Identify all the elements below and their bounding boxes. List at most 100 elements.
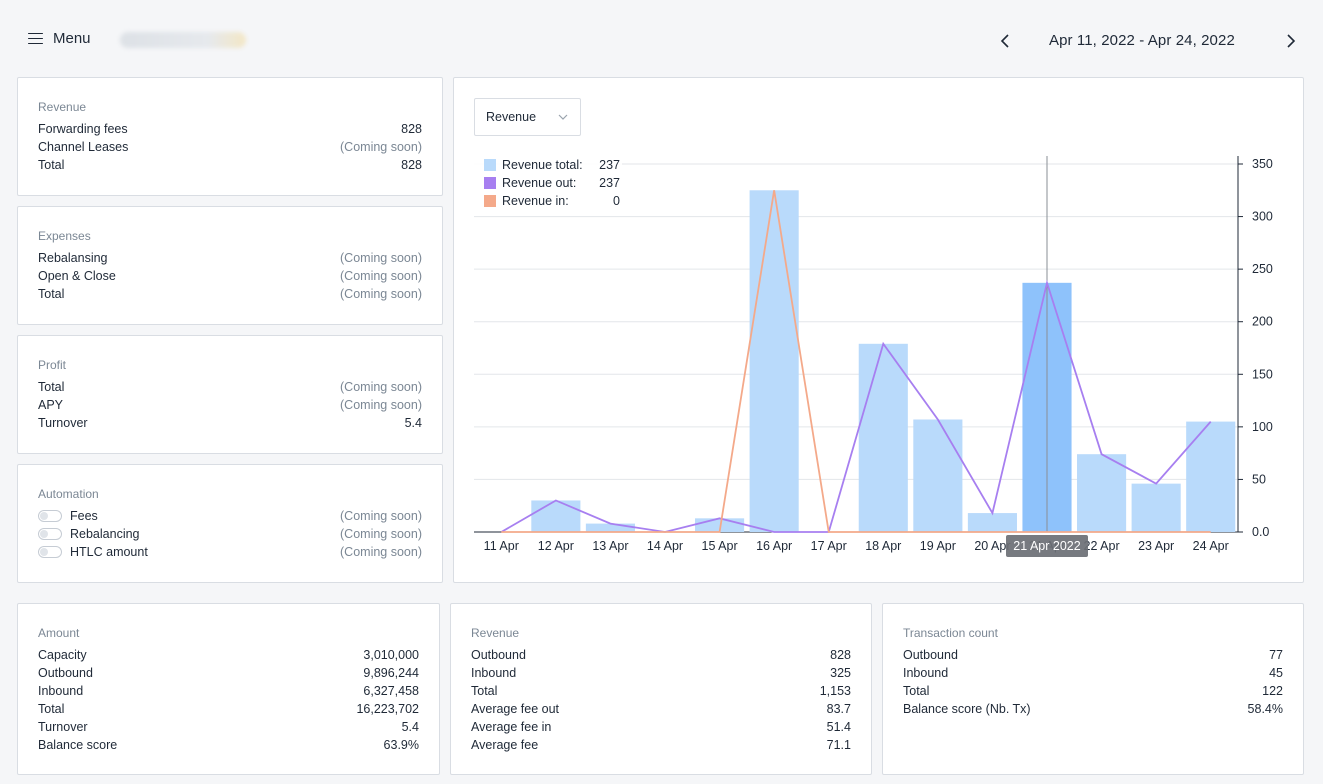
card-title: Automation [38,487,99,501]
row-balance-score: Balance score 63.9% [38,736,419,754]
row-label: Forwarding fees [38,122,128,136]
transaction-count-card: Transaction count Outbound 77 Inbound 45 T… [882,603,1304,775]
row-balance-score-tx: Balance score (Nb. Tx) 58.4% [903,700,1283,718]
row-fees: Fees (Coming soon) [38,507,422,525]
row-value: (Coming soon) [340,380,422,394]
row-label: Fees [70,509,98,523]
row-value: 9,896,244 [363,666,419,680]
row-total: Total (Coming soon) [38,378,422,396]
row-value: (Coming soon) [340,545,422,559]
row-value: 3,010,000 [363,648,419,662]
row-value: 16,223,702 [356,702,419,716]
card-title: Amount [38,626,80,640]
revenue-card: Revenue Forwarding fees 828 Channel Lease… [17,77,443,196]
row-total: Total (Coming soon) [38,285,422,303]
row-average-fee-in: Average fee in 51.4 [471,718,851,736]
row-label: Total [38,380,65,394]
date-navigator: Apr 11, 2022 - Apr 24, 2022 [993,26,1323,56]
row-value: 5.4 [404,416,422,430]
x-tick-label: 20 Apr [974,539,1010,553]
y-tick-label: 300 [1252,210,1273,224]
series-line [500,279,1212,533]
row-label: Balance score [38,738,118,752]
y-tick-label: 350 [1252,157,1273,171]
chevron-left-icon[interactable] [997,32,1015,50]
bar [531,500,581,532]
profit-card: Profit Total (Coming soon) APY (Coming soo… [17,335,443,454]
x-tick-label: 17 Apr [811,539,847,553]
row-value: 5.4 [401,720,419,734]
row-label: Balance score (Nb. Tx) [903,702,1031,716]
row-label: Turnover [38,720,88,734]
row-capacity: Capacity 3,010,000 [38,646,419,664]
hamburger-icon [28,32,43,45]
row-label: Inbound [38,684,84,698]
row-label: Capacity [38,648,87,662]
row-label: Total [471,684,498,698]
row-outbound: Outbound 828 [471,646,851,664]
row-turnover: Turnover 5.4 [38,414,422,432]
row-label: Total [38,287,65,301]
row-value: 828 [401,158,422,172]
bar [1077,454,1127,532]
row-label: Average fee [471,738,539,752]
bar [913,419,963,532]
row-label: Inbound [903,666,949,680]
expenses-card: Expenses Rebalansing (Coming soon) Open &… [17,206,443,325]
legend-label: Revenue in: [502,194,569,208]
automation-card: Automation Fees (Coming soon) Rebalancing… [17,464,443,583]
card-title: Revenue [471,626,520,640]
menu-button[interactable]: Menu [28,30,91,47]
row-label: Outbound [903,648,958,662]
bar [1186,421,1236,532]
row-label: Open & Close [38,269,116,283]
row-label: Average fee in [471,720,552,734]
htlc-amount-toggle[interactable] [38,546,62,558]
series-line [501,190,1211,533]
row-label: Total [38,158,65,172]
bar [858,343,908,532]
crosshair-tooltip-label: 21 Apr 2022 [1013,539,1080,553]
y-tick-label: 0.0 [1252,525,1269,539]
y-tick-label: 50 [1252,472,1266,486]
date-range-label[interactable]: Apr 11, 2022 - Apr 24, 2022 [1049,32,1235,49]
row-label: Outbound [471,648,526,662]
row-label: Outbound [38,666,93,680]
x-tick-label: 24 Apr [1193,539,1229,553]
metric-select[interactable]: Revenue [474,98,581,136]
x-tick-label: 22 Apr [1084,539,1120,553]
legend-item-revenue-in: Revenue in: 0 [474,192,622,210]
y-tick-label: 100 [1252,420,1273,434]
row-total: Total 828 [38,156,422,174]
amount-card: Amount Capacity 3,010,000 Outbound 9,896,2… [17,603,440,775]
card-title: Transaction count [903,626,998,640]
legend-swatch [484,159,496,171]
fees-toggle[interactable] [38,510,62,522]
card-title: Revenue [38,100,87,114]
chart-card: 0.0 50 100 150 200 250 300 350 11 Apr 12 Apr 13 Ap… [453,77,1304,583]
legend-swatch [484,177,496,189]
row-label: Average fee out [471,702,560,716]
node-alias-blurred [120,32,246,48]
x-tick-label: 23 Apr [1138,539,1174,553]
row-label: Rebalancing [70,527,140,541]
x-tick-label: 12 Apr [538,539,574,553]
revenue-chart[interactable]: 0.0 50 100 150 200 250 300 350 11 Apr 12 Apr 13 Ap… [454,78,1305,584]
rebalancing-toggle[interactable] [38,528,62,540]
legend-item-revenue-total: Revenue total: 237 [474,156,622,174]
row-value: (Coming soon) [340,269,422,283]
row-total: Total 16,223,702 [38,700,419,718]
chart-legend: Revenue total: 237 Revenue out: 237 Reve… [474,156,622,210]
row-label: Total [903,684,930,698]
y-tick-label: 150 [1252,367,1273,381]
x-tick-label: 18 Apr [865,539,901,553]
row-label: Inbound [471,666,517,680]
row-label: Rebalansing [38,251,108,265]
row-label: APY [38,398,64,412]
chevron-right-icon[interactable] [1281,32,1299,50]
row-value: 325 [830,666,851,680]
row-value: 122 [1262,684,1283,698]
row-value: 6,327,458 [363,684,419,698]
bar [1131,483,1181,532]
row-label: HTLC amount [70,545,148,559]
